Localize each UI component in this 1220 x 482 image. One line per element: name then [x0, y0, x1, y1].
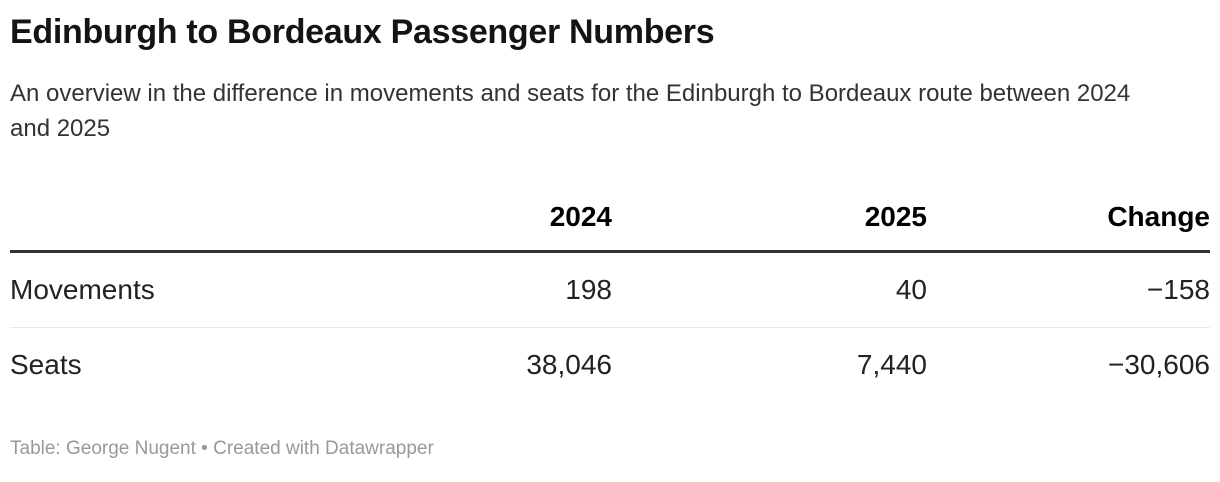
table-row: Movements 198 40 −158 — [10, 252, 1210, 328]
table-row: Seats 38,046 7,440 −30,606 — [10, 327, 1210, 402]
chart-container: Edinburgh to Bordeaux Passenger Numbers … — [10, 13, 1210, 459]
seats-2024-value: 38,046 — [312, 327, 612, 402]
row-label-seats: Seats — [10, 327, 312, 402]
movements-change-value: −158 — [1146, 274, 1210, 305]
column-header-2024: 2024 — [312, 194, 612, 253]
attribution-footer: Table: George Nugent • Created with Data… — [10, 438, 434, 459]
seats-change-value: −30,606 — [927, 327, 1210, 402]
chart-description: An overview in the difference in movemen… — [10, 80, 1131, 142]
seats-2025-value: 7,440 — [612, 327, 927, 402]
data-table: 2024 2025 Change Movements 198 40 −158 S… — [10, 194, 1210, 402]
column-header-blank — [10, 194, 312, 253]
table-header-row: 2024 2025 Change — [10, 194, 1210, 253]
column-header-change: Change — [927, 194, 1210, 253]
movements-2025-value: 40 — [895, 274, 927, 305]
movements-2024-value: 198 — [565, 274, 612, 305]
chart-title: Edinburgh to Bordeaux Passenger Numbers — [10, 13, 715, 51]
column-header-2025: 2025 — [612, 194, 927, 253]
row-label-movements: Movements — [10, 274, 155, 305]
